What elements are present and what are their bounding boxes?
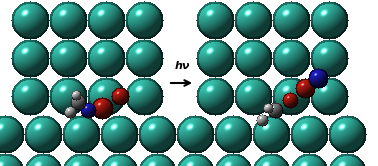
Text: hν: hν <box>174 61 190 71</box>
